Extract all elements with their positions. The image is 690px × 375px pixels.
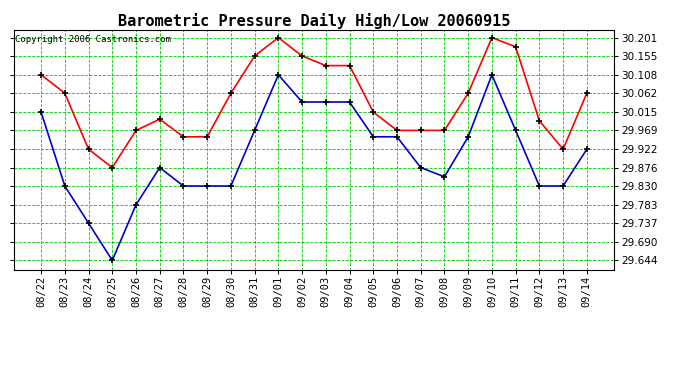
Text: Copyright 2006 Castronics.com: Copyright 2006 Castronics.com [15, 35, 171, 44]
Title: Barometric Pressure Daily High/Low 20060915: Barometric Pressure Daily High/Low 20060… [118, 13, 510, 29]
